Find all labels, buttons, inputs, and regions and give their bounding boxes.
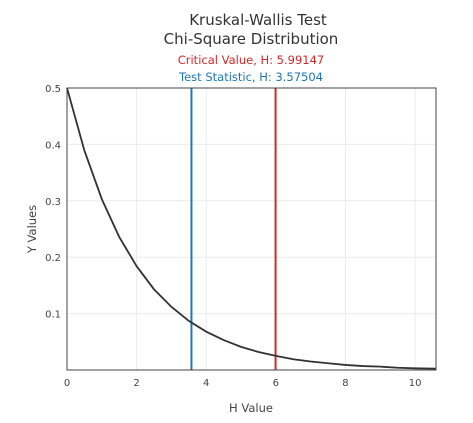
chart-title-line1: Kruskal-Wallis Test (189, 11, 327, 29)
x-tick-label: 10 (409, 378, 422, 389)
y-tick-label: 0.2 (45, 253, 61, 264)
x-tick-label: 6 (273, 378, 279, 389)
x-tick-label: 2 (133, 378, 139, 389)
x-axis-title: H Value (229, 401, 273, 415)
chart-title-line2: Chi-Square Distribution (164, 30, 339, 48)
y-tick-label: 0.3 (45, 197, 61, 208)
grid-layer (66, 87, 436, 370)
y-axis-title: Y Values (25, 205, 39, 254)
plot-frame (66, 87, 437, 371)
x-tick-label: 8 (342, 378, 348, 389)
critical-value-label: Critical Value, H: 5.99147 (178, 53, 325, 67)
y-tick-label: 0.5 (45, 84, 61, 95)
chi-square-curve (66, 87, 437, 370)
x-tick-label: 0 (64, 378, 70, 389)
y-tick-label: 0.4 (45, 140, 61, 151)
vertical-lines-layer (190, 88, 277, 370)
x-tick-label: 4 (203, 378, 209, 389)
tick-labels-layer: 0 2 4 6 8 10 0.1 0.2 0.3 0.4 0.5 (45, 84, 421, 389)
curve-layer (66, 87, 437, 370)
test-statistic-label: Test Statistic, H: 3.57504 (178, 70, 323, 84)
y-tick-label: 0.1 (45, 310, 61, 321)
